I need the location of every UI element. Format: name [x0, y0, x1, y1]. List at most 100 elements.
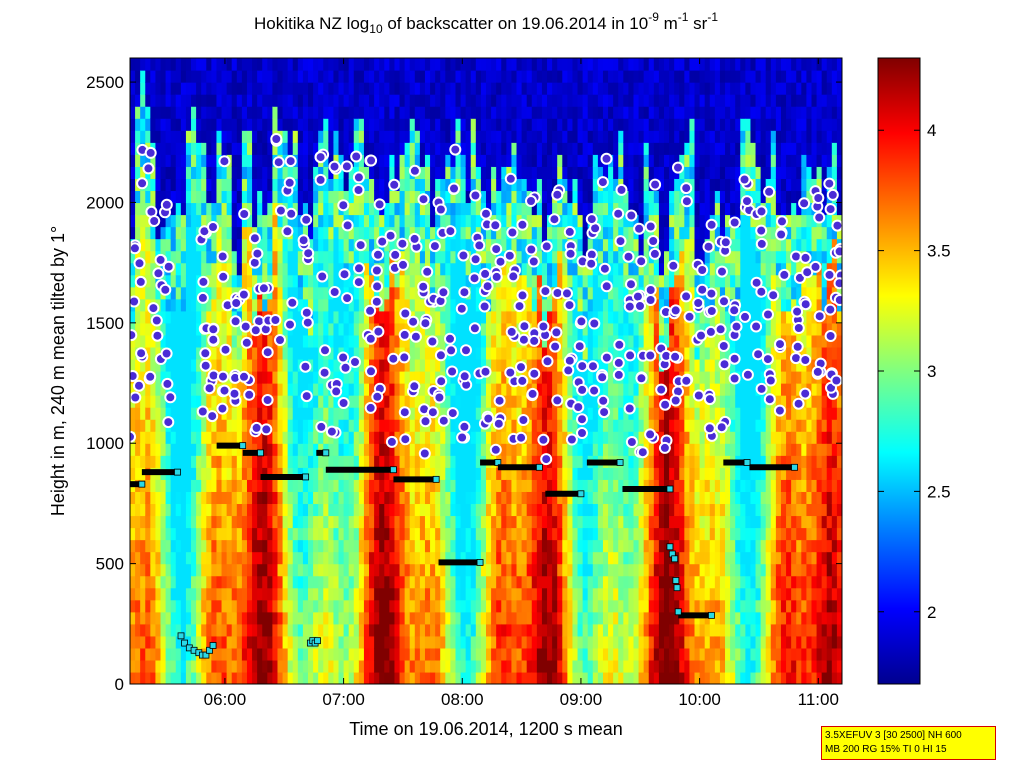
field-cell [343, 310, 350, 324]
field-cell [511, 358, 518, 372]
field-cell [557, 503, 563, 517]
field-cell [424, 178, 431, 192]
field-cell [455, 515, 462, 529]
field-cell [175, 298, 182, 312]
field-cell [369, 395, 375, 408]
field-cell [150, 94, 157, 107]
field-cell [236, 238, 243, 252]
field-cell [191, 515, 197, 529]
field-cell [582, 575, 589, 589]
field-cell [318, 479, 324, 492]
field-cell [216, 503, 223, 517]
field-cell [292, 106, 299, 119]
field-cell [592, 647, 599, 661]
field-cell [241, 310, 248, 324]
field-cell [185, 250, 192, 264]
field-cell [150, 238, 157, 252]
field-cell [282, 431, 289, 444]
field-cell [460, 70, 467, 83]
field-cell [419, 298, 426, 312]
field-cell [496, 539, 502, 553]
field-cell [328, 575, 335, 589]
field-cell [206, 623, 212, 637]
field-cell [516, 455, 523, 468]
field-cell [404, 130, 411, 143]
field-cell [572, 635, 579, 649]
field-cell [486, 539, 492, 553]
field-cell [470, 659, 477, 673]
field-cell [297, 587, 304, 601]
field-cell [185, 178, 192, 192]
field-cell [145, 659, 151, 673]
field-cell [135, 118, 141, 131]
field-cell [201, 190, 207, 204]
field-cell [246, 467, 253, 480]
field-cell [455, 587, 462, 601]
field-cell [389, 563, 396, 577]
field-cell [302, 70, 309, 83]
field-cell [399, 503, 406, 517]
field-cell [414, 647, 421, 661]
field-cell [297, 82, 304, 95]
field-cell [597, 322, 604, 336]
field-cell [496, 178, 502, 192]
field-cell [526, 358, 533, 372]
field-cell [160, 563, 167, 577]
field-cell [557, 334, 563, 348]
field-cell [221, 358, 228, 372]
field-cell [577, 322, 584, 336]
field-cell [582, 635, 589, 649]
field-cell [363, 419, 370, 432]
field-cell [267, 214, 273, 228]
field-cell [613, 419, 619, 432]
field-cell [608, 551, 614, 565]
field-cell [516, 587, 523, 601]
field-cell [155, 142, 162, 155]
field-cell [262, 226, 268, 240]
field-cell [338, 419, 345, 432]
field-cell [252, 94, 258, 107]
field-cell [130, 58, 136, 71]
field-cell [521, 190, 528, 204]
field-cell [221, 178, 228, 192]
field-cell [211, 358, 218, 372]
field-cell [557, 575, 563, 589]
field-cell [191, 358, 197, 372]
field-cell [577, 298, 584, 312]
field-cell [323, 58, 329, 71]
field-cell [531, 154, 538, 167]
field-cell [277, 82, 284, 95]
field-cell [496, 118, 502, 131]
field-cell [430, 310, 436, 324]
field-cell [277, 515, 284, 529]
field-cell [221, 443, 228, 456]
field-cell [460, 82, 467, 95]
field-cell [379, 118, 385, 131]
field-cell [414, 154, 421, 167]
field-cell [262, 142, 268, 155]
field-cell [577, 190, 584, 204]
field-cell [460, 178, 467, 192]
field-cell [587, 587, 594, 601]
field-cell [160, 166, 167, 179]
field-cell [582, 539, 589, 553]
field-cell [506, 118, 513, 131]
field-cell [602, 226, 609, 240]
field-cell [374, 142, 380, 155]
field-cell [257, 671, 263, 684]
field-cell [130, 383, 136, 396]
field-cell [567, 539, 574, 553]
field-cell [221, 551, 228, 565]
field-cell [516, 154, 523, 167]
field-cell [353, 515, 360, 529]
field-cell [424, 647, 431, 661]
field-cell [287, 551, 294, 565]
field-cell [206, 443, 212, 456]
field-cell [587, 70, 594, 83]
field-cell [145, 647, 151, 661]
field-cell [241, 226, 248, 240]
field-cell [491, 659, 497, 673]
field-cell [414, 611, 421, 625]
field-cell [501, 611, 507, 625]
field-cell [257, 599, 263, 613]
